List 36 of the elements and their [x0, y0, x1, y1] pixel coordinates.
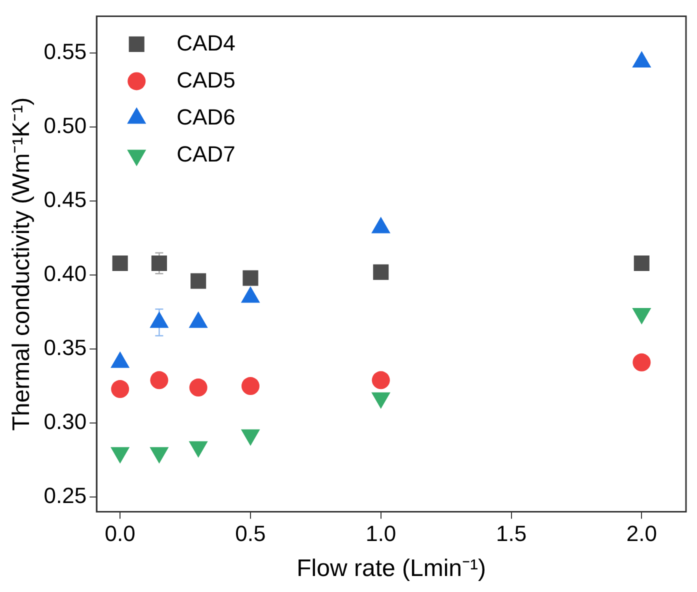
- point: [372, 371, 390, 390]
- legend-label: CAD4: [176, 30, 236, 56]
- point: [371, 392, 390, 409]
- legend-label: CAD5: [176, 67, 236, 92]
- x-axis-title: Flow rate (Lmin⁻¹): [296, 555, 486, 582]
- point: [373, 264, 389, 280]
- x-tick-label: 1.5: [496, 521, 527, 546]
- y-tick-label: 0.30: [44, 409, 87, 434]
- point: [151, 255, 167, 272]
- y-tick-label: 0.45: [44, 187, 87, 212]
- point: [110, 447, 130, 464]
- y-axis-title: Thermal conductivity (Wm⁻¹K⁻¹): [8, 97, 36, 431]
- point: [150, 447, 169, 464]
- legend-label: CAD7: [176, 141, 236, 166]
- legend-label: CAD6: [176, 104, 236, 130]
- point: [240, 429, 260, 446]
- point: [632, 51, 652, 68]
- x-tick-label: 0.5: [235, 521, 266, 546]
- y-tick-label: 0.55: [44, 39, 87, 64]
- x-tick-label: 2.0: [626, 521, 657, 546]
- point: [241, 377, 260, 396]
- point: [632, 353, 651, 372]
- point: [189, 378, 208, 397]
- point: [242, 270, 258, 286]
- point: [150, 371, 168, 390]
- x-tick-label: 0.0: [104, 521, 136, 546]
- y-tick-label: 0.25: [44, 483, 87, 508]
- y-tick-label: 0.50: [44, 113, 87, 138]
- point: [190, 273, 206, 289]
- point: [112, 255, 128, 272]
- point: [188, 441, 208, 458]
- point: [111, 380, 130, 398]
- x-tick-label: 1.0: [366, 521, 396, 546]
- y-tick-label: 0.35: [44, 335, 87, 360]
- y-tick-label: 0.40: [44, 261, 87, 286]
- point: [634, 255, 650, 272]
